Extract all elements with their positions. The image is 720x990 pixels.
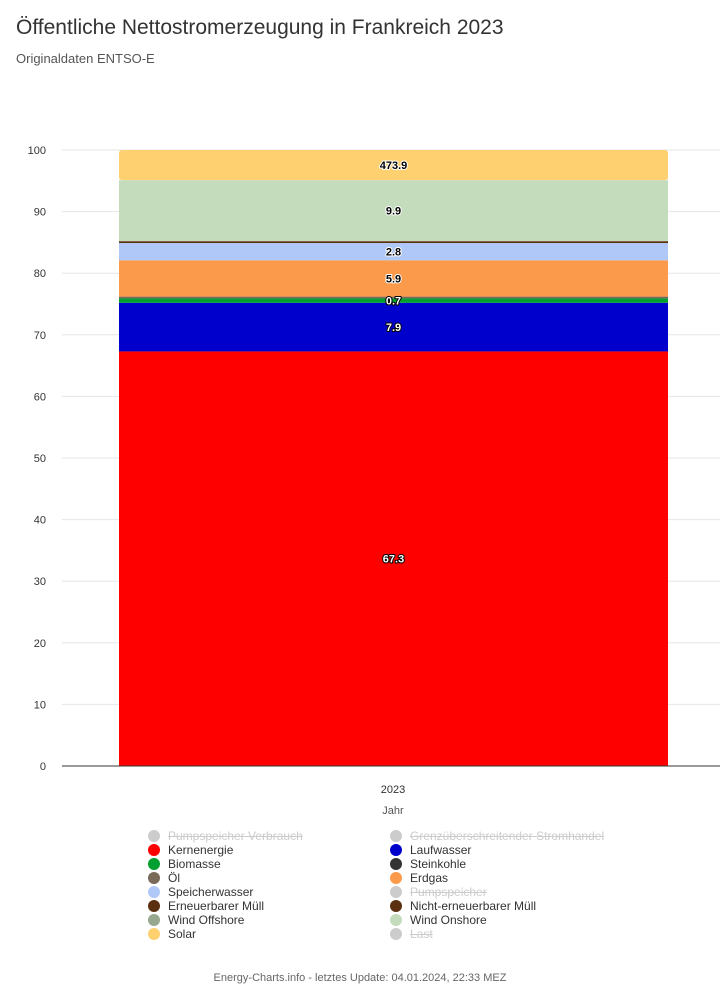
legend-marker-icon xyxy=(390,914,402,926)
legend-item[interactable]: Biomasse xyxy=(148,857,390,871)
bar-segment[interactable] xyxy=(119,298,668,303)
legend-label: Pumpspeicher xyxy=(410,885,487,899)
legend-item[interactable]: Erdgas xyxy=(390,871,628,885)
data-label: 9.9 xyxy=(386,206,401,218)
legend-item[interactable]: Pumpspeicher Verbrauch xyxy=(148,829,390,843)
legend-item[interactable]: Wind Onshore xyxy=(390,913,628,927)
legend-label: Pumpspeicher Verbrauch xyxy=(168,829,303,843)
legend-marker-icon xyxy=(148,914,160,926)
y-tick-label: 0 xyxy=(40,761,46,773)
legend-label: Last xyxy=(410,927,433,941)
legend-marker-icon xyxy=(390,928,402,940)
stacked-bar-chart: 0 10 20 30 40 50 60 70 80 90 100 67.3 7.9 0.7 5.9 2.8 9… xyxy=(28,145,720,817)
legend-label: Speicherwasser xyxy=(168,885,254,899)
legend-item[interactable]: Pumpspeicher xyxy=(390,885,628,899)
data-label: 2.8 xyxy=(386,247,401,259)
legend-item[interactable]: Speicherwasser xyxy=(148,885,390,899)
footer-credit: Energy-Charts.info - letztes Update: 04.… xyxy=(213,972,507,984)
bar-segment[interactable] xyxy=(119,260,668,297)
legend-marker-icon xyxy=(148,886,160,898)
data-labels: 67.3 7.9 0.7 5.9 2.8 9.9 473.9 xyxy=(379,159,409,567)
data-label: 0.7 xyxy=(386,296,401,308)
legend-marker-icon xyxy=(148,928,160,940)
legend-marker-icon xyxy=(390,886,402,898)
x-tick-label: 2023 xyxy=(381,784,405,796)
chart-title: Öffentliche Nettostromerzeugung in Frank… xyxy=(16,16,504,39)
legend-item[interactable]: Kernenergie xyxy=(148,843,390,857)
y-tick-label: 80 xyxy=(34,268,46,280)
legend-item[interactable]: Steinkohle xyxy=(390,857,628,871)
legend-marker-icon xyxy=(390,858,402,870)
y-tick-label: 50 xyxy=(34,453,46,465)
legend-item[interactable]: Nicht-erneuerbarer Müll xyxy=(390,899,628,913)
legend-item[interactable]: Wind Offshore xyxy=(148,913,390,927)
y-tick-label: 30 xyxy=(34,576,46,588)
legend-label: Wind Onshore xyxy=(410,913,487,927)
legend-label: Erneuerbarer Müll xyxy=(168,899,265,913)
legend-label: Grenzüberschreitender Stromhandel xyxy=(410,829,605,843)
legend: Pumpspeicher Verbrauch Grenzüberschreiten… xyxy=(148,829,628,941)
legend-label: Biomasse xyxy=(168,857,221,871)
legend-label: Steinkohle xyxy=(410,857,467,871)
y-tick-label: 70 xyxy=(34,330,46,342)
legend-item[interactable]: Öl xyxy=(148,871,390,885)
data-label: 5.9 xyxy=(386,273,401,285)
bar-segment[interactable] xyxy=(119,241,668,244)
legend-label: Erdgas xyxy=(410,871,449,885)
y-tick-label: 100 xyxy=(28,145,46,157)
legend-label: Laufwasser xyxy=(410,843,472,857)
y-tick-label: 60 xyxy=(34,391,46,403)
legend-marker-icon xyxy=(390,830,402,842)
data-label: 7.9 xyxy=(386,322,401,334)
legend-marker-icon xyxy=(390,872,402,884)
bar-segment[interactable] xyxy=(119,296,668,299)
legend-marker-icon xyxy=(148,830,160,842)
y-tick-label: 10 xyxy=(34,699,46,711)
x-axis-title: Jahr xyxy=(382,805,404,817)
legend-item[interactable]: Erneuerbarer Müll xyxy=(148,899,390,913)
legend-label: Kernenergie xyxy=(168,843,234,857)
legend-marker-icon xyxy=(148,844,160,856)
y-tick-label: 20 xyxy=(34,638,46,650)
legend-label: Solar xyxy=(168,927,197,941)
data-label: 67.3 xyxy=(383,554,404,566)
chart-subtitle: Originaldaten ENTSO-E xyxy=(16,51,155,66)
bar-segment[interactable] xyxy=(119,351,668,766)
bar-segment[interactable] xyxy=(119,150,668,181)
legend-item[interactable]: Grenzüberschreitender Stromhandel xyxy=(390,829,628,843)
legend-marker-icon xyxy=(390,900,402,912)
data-label: 473.9 xyxy=(380,160,408,172)
legend-label: Nicht-erneuerbarer Müll xyxy=(410,899,537,913)
legend-item[interactable]: Last xyxy=(390,927,628,941)
legend-marker-icon xyxy=(148,858,160,870)
y-axis: 0 10 20 30 40 50 60 70 80 90 100 xyxy=(28,145,46,773)
legend-label: Wind Offshore xyxy=(168,913,245,927)
legend-label: Öl xyxy=(168,871,180,885)
bar-segment[interactable] xyxy=(119,243,668,261)
legend-marker-icon xyxy=(148,900,160,912)
y-tick-label: 40 xyxy=(34,515,46,527)
bar-segment[interactable] xyxy=(119,302,668,352)
legend-marker-icon xyxy=(390,844,402,856)
bar-segment[interactable] xyxy=(119,180,668,242)
y-tick-label: 90 xyxy=(34,207,46,219)
legend-item[interactable]: Laufwasser xyxy=(390,843,628,857)
legend-marker-icon xyxy=(148,872,160,884)
bar-segments xyxy=(119,150,668,766)
legend-item[interactable]: Solar xyxy=(148,927,390,941)
